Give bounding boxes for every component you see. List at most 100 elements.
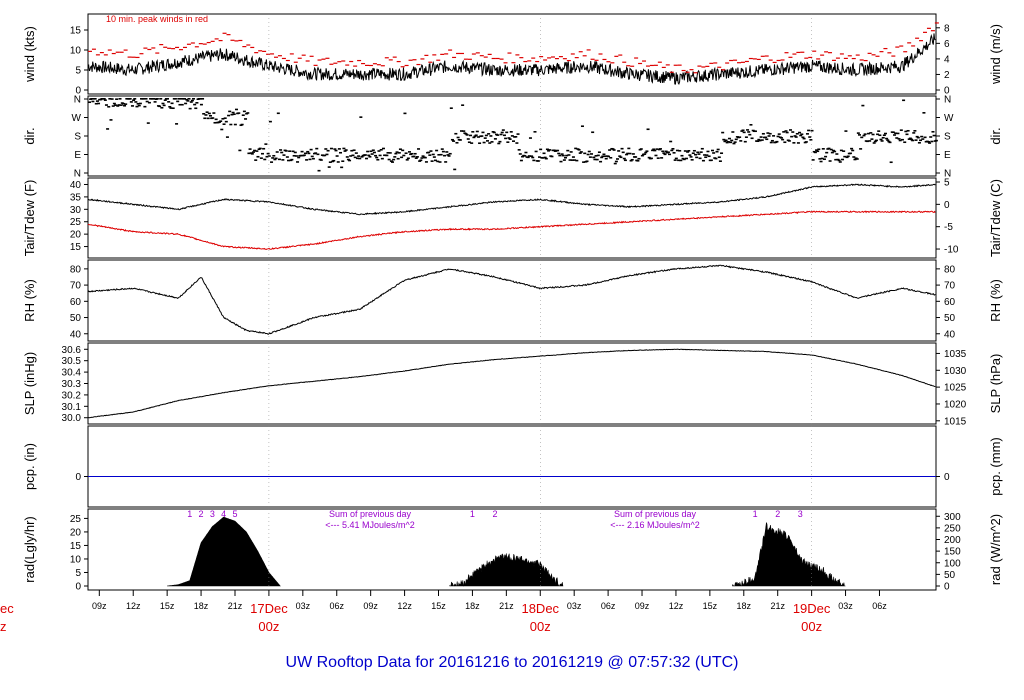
dir-point bbox=[481, 131, 485, 134]
dir-point bbox=[813, 151, 817, 154]
rh-ytick-label-left: 50 bbox=[70, 313, 82, 324]
dir-point bbox=[429, 150, 433, 152]
dir-point bbox=[132, 99, 136, 102]
dir-point bbox=[760, 139, 764, 141]
x-tick-label: 06z bbox=[601, 601, 616, 611]
rad-sum-value: <--- 2.16 MJoules/m^2 bbox=[610, 520, 700, 530]
dir-point bbox=[809, 139, 813, 141]
dir-point bbox=[292, 154, 296, 157]
dir-point bbox=[833, 150, 837, 153]
dir-point bbox=[717, 156, 721, 159]
dir-point bbox=[547, 150, 551, 152]
rh-ytick-label-left: 40 bbox=[70, 329, 82, 340]
dir-point bbox=[220, 128, 224, 131]
dir-point bbox=[623, 159, 627, 162]
rad-sum-value: <--- 5.41 MJoules/m^2 bbox=[325, 520, 415, 530]
dir-point bbox=[614, 160, 618, 163]
dir-point bbox=[467, 141, 471, 144]
dir-point bbox=[419, 159, 423, 162]
dir-point bbox=[600, 156, 604, 159]
pcp-ytick-label-left: 0 bbox=[75, 472, 81, 483]
dir-point bbox=[117, 104, 121, 106]
dir-point bbox=[859, 148, 863, 150]
dir-point bbox=[670, 149, 674, 152]
dir-point bbox=[679, 159, 683, 162]
dir-point bbox=[706, 150, 710, 153]
dir-point bbox=[177, 98, 181, 100]
dir-point bbox=[675, 149, 679, 152]
dir-point bbox=[259, 157, 263, 159]
wind-ytick-label-left: 15 bbox=[70, 26, 82, 37]
dir-point bbox=[798, 131, 802, 134]
dir-point bbox=[152, 98, 156, 100]
pcp-ylabel-left: pcp. (in) bbox=[22, 443, 37, 490]
rad-ytick-label-left: 20 bbox=[70, 527, 82, 538]
dir-ytick-label-left: S bbox=[74, 132, 81, 143]
dir-point bbox=[923, 136, 927, 139]
dir-point bbox=[569, 151, 573, 153]
dir-point bbox=[889, 161, 893, 164]
dir-point bbox=[902, 99, 906, 102]
dir-point bbox=[386, 152, 390, 154]
dir-point bbox=[455, 141, 459, 144]
dir-point bbox=[342, 147, 346, 150]
dir-point bbox=[515, 142, 519, 144]
dir-point bbox=[861, 104, 865, 107]
temp-ytick-label-right: -10 bbox=[944, 245, 959, 256]
dir-point bbox=[187, 98, 191, 100]
dir-point bbox=[144, 98, 148, 100]
dir-point bbox=[198, 98, 202, 100]
dir-point bbox=[863, 133, 867, 135]
dir-point bbox=[506, 141, 510, 143]
dir-point bbox=[326, 149, 330, 152]
dir-point bbox=[358, 157, 362, 160]
dir-point bbox=[370, 153, 374, 155]
dir-point bbox=[906, 129, 910, 132]
dir-point bbox=[104, 104, 108, 106]
dir-point bbox=[485, 140, 489, 142]
x-tick-label: 21z bbox=[499, 601, 514, 611]
rad-frame bbox=[87, 508, 937, 591]
dir-point bbox=[828, 160, 832, 162]
dir-point bbox=[577, 149, 581, 151]
dir-point bbox=[438, 161, 442, 163]
dir-point bbox=[909, 138, 913, 141]
temp-ylabel-left: Tair/Tdew (F) bbox=[22, 180, 37, 257]
dir-point bbox=[830, 151, 834, 154]
dir-point bbox=[837, 159, 841, 162]
dir-point bbox=[628, 152, 632, 155]
dir-point bbox=[401, 149, 405, 152]
dir-point bbox=[421, 155, 425, 157]
dir-point bbox=[348, 159, 352, 162]
wind-ylabel-right: wind (m/s) bbox=[988, 24, 1003, 85]
dir-point bbox=[877, 130, 881, 132]
dir-point bbox=[300, 150, 304, 153]
dir-point bbox=[268, 120, 272, 123]
temp-series-tair bbox=[87, 183, 936, 216]
dir-point bbox=[705, 154, 709, 156]
dir-point bbox=[801, 136, 805, 139]
pcp-frame bbox=[87, 425, 937, 508]
temp-ytick-label-right: 0 bbox=[944, 200, 950, 211]
dir-point bbox=[221, 118, 225, 120]
dir-point bbox=[817, 148, 821, 151]
dir-point bbox=[273, 158, 277, 161]
dir-point bbox=[699, 151, 703, 153]
dir-point bbox=[158, 105, 162, 108]
dir-point bbox=[712, 152, 716, 154]
dir-point bbox=[270, 161, 274, 163]
dir-point bbox=[393, 156, 397, 158]
dir-point bbox=[492, 131, 496, 134]
dir-point bbox=[470, 142, 474, 144]
dir-point bbox=[694, 153, 698, 156]
dir-point bbox=[133, 98, 137, 100]
dir-point bbox=[163, 99, 167, 101]
dir-point bbox=[432, 156, 436, 158]
dir-point bbox=[742, 131, 746, 134]
dir-point bbox=[504, 137, 508, 140]
dir-point bbox=[602, 153, 606, 156]
dir-point bbox=[352, 149, 356, 152]
dir-point bbox=[255, 150, 259, 152]
dir-point bbox=[168, 105, 172, 108]
